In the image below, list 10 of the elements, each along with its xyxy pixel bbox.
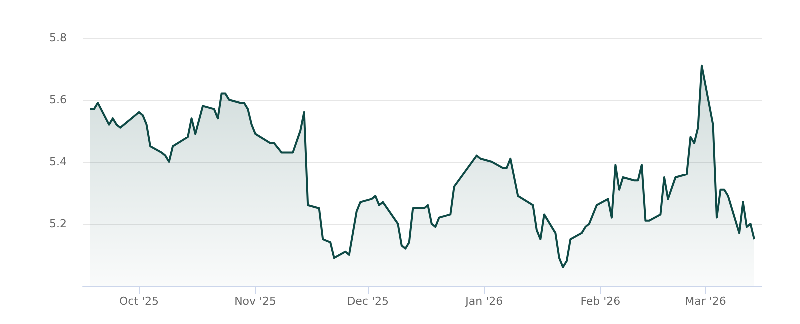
x-tick-label: Feb '26 [580, 295, 621, 308]
x-tick-label: Jan '26 [464, 295, 504, 308]
x-tick-label: Oct '25 [119, 295, 160, 308]
x-tick-label: Mar '26 [685, 295, 726, 308]
y-tick-label: 5.2 [50, 218, 67, 230]
x-tick-label: Dec '25 [347, 295, 390, 308]
y-tick-label: 5.4 [50, 156, 67, 168]
y-tick-label: 5.8 [50, 32, 67, 44]
y-tick-label: 5.6 [50, 94, 67, 106]
x-tick-label: Nov '25 [234, 295, 277, 308]
